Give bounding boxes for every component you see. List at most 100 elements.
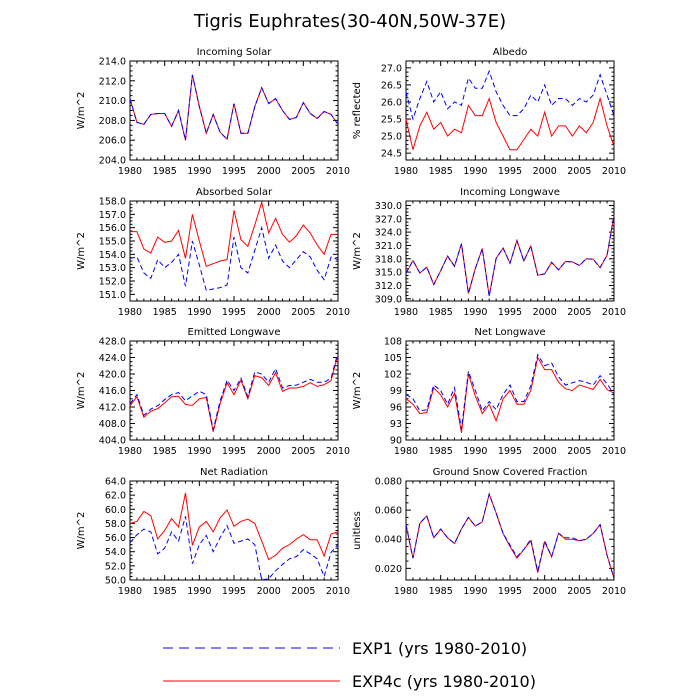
y-tick-label: 210.0 bbox=[99, 96, 126, 107]
y-tick-label: 26.0 bbox=[381, 97, 402, 108]
panel-ground-snow-covered-fraction: Ground Snow Covered Fraction unitless 0.02… bbox=[352, 467, 626, 597]
x-tick-label: 1980 bbox=[394, 446, 418, 457]
x-tick-label: 2010 bbox=[602, 446, 626, 457]
x-tick-label: 1980 bbox=[118, 166, 142, 177]
x-tick-label: 1995 bbox=[498, 307, 522, 318]
x-tick-label: 1995 bbox=[222, 166, 246, 177]
x-tick-label: 1985 bbox=[429, 586, 453, 597]
y-tick-label: 157.0 bbox=[99, 210, 126, 221]
y-tick-label: 26.5 bbox=[381, 80, 402, 91]
y-tick-label: 312.0 bbox=[375, 281, 402, 292]
y-tick-label: 214.0 bbox=[99, 57, 126, 68]
series-line-exp4c bbox=[129, 492, 339, 561]
series-line-exp4c bbox=[129, 354, 339, 432]
y-tick-label: 318.0 bbox=[375, 254, 402, 265]
panel-title: Ground Snow Covered Fraction bbox=[433, 467, 588, 478]
y-axis-label: W/m^2 bbox=[76, 512, 87, 550]
x-tick-label: 2005 bbox=[567, 307, 591, 318]
y-axis-label: W/m^2 bbox=[352, 372, 363, 410]
y-tick-label: 93 bbox=[390, 419, 402, 430]
y-tick-label: 416.0 bbox=[99, 386, 126, 397]
y-tick-label: 52.0 bbox=[105, 561, 126, 572]
y-tick-label: 60.0 bbox=[105, 505, 126, 516]
series-line-exp4c bbox=[405, 356, 615, 433]
x-tick-label: 1985 bbox=[429, 446, 453, 457]
x-tick-label: 2005 bbox=[567, 586, 591, 597]
y-axis-label: unitless bbox=[352, 511, 363, 550]
x-tick-label: 2010 bbox=[326, 446, 350, 457]
y-tick-label: 408.0 bbox=[99, 419, 126, 430]
plot-frame bbox=[129, 60, 339, 161]
x-tick-label: 1980 bbox=[394, 586, 418, 597]
panel-net-longwave: Net Longwave W/m^2 90 93 96 99 102 105 108 1980 19… bbox=[352, 327, 626, 457]
y-tick-label: 412.0 bbox=[99, 403, 126, 414]
y-tick-label: 158.0 bbox=[99, 197, 126, 208]
series-line-exp1 bbox=[405, 215, 615, 297]
x-tick-label: 2000 bbox=[533, 307, 557, 318]
y-tick-label: 102 bbox=[384, 370, 402, 381]
plot-frame bbox=[129, 200, 339, 302]
y-tick-label: 56.0 bbox=[105, 533, 126, 544]
y-tick-label: 108 bbox=[384, 337, 402, 348]
x-tick-label: 2005 bbox=[291, 166, 315, 177]
x-tick-label: 2000 bbox=[533, 446, 557, 457]
x-tick-label: 1995 bbox=[222, 586, 246, 597]
panel-title: Albedo bbox=[493, 47, 528, 58]
x-tick-label: 1995 bbox=[222, 307, 246, 318]
x-tick-label: 1995 bbox=[498, 586, 522, 597]
y-tick-label: 152.0 bbox=[99, 277, 126, 288]
x-tick-label: 2005 bbox=[291, 307, 315, 318]
y-tick-label: 96 bbox=[390, 403, 402, 414]
x-tick-label: 1995 bbox=[498, 446, 522, 457]
panel-incoming-longwave: Incoming Longwave W/m^2 309.0 312.0 315.0 318… bbox=[352, 187, 626, 318]
panel-albedo: Albedo % reflected 24.5 25.0 25.5 26.0 26.5 27.… bbox=[352, 47, 626, 177]
y-tick-label: 27.0 bbox=[381, 63, 402, 74]
y-tick-label: 321.0 bbox=[375, 241, 402, 252]
y-tick-label: 206.0 bbox=[99, 136, 126, 147]
figure-title: Tigris Euphrates(30-40N,50W-37E) bbox=[193, 11, 506, 32]
panel-title: Incoming Longwave bbox=[460, 187, 560, 198]
x-tick-label: 2000 bbox=[533, 586, 557, 597]
plot-frame bbox=[405, 480, 615, 581]
y-tick-label: 0.080 bbox=[375, 477, 402, 488]
y-axis-label: % reflected bbox=[352, 82, 363, 139]
series-line-exp1 bbox=[129, 516, 339, 581]
x-tick-label: 2010 bbox=[326, 166, 350, 177]
x-tick-label: 1980 bbox=[118, 446, 142, 457]
x-tick-label: 1985 bbox=[153, 586, 177, 597]
y-tick-label: 105 bbox=[384, 353, 402, 364]
x-tick-label: 2000 bbox=[257, 307, 281, 318]
x-tick-label: 2010 bbox=[326, 586, 350, 597]
series-line-exp1 bbox=[405, 492, 615, 579]
panel-title: Net Longwave bbox=[474, 327, 545, 338]
x-tick-label: 2005 bbox=[291, 446, 315, 457]
y-tick-label: 151.0 bbox=[99, 290, 126, 301]
x-tick-label: 1980 bbox=[118, 307, 142, 318]
series-line-exp4c bbox=[130, 200, 338, 267]
x-tick-label: 1990 bbox=[463, 586, 487, 597]
y-tick-label: 208.0 bbox=[99, 116, 126, 127]
series-line-exp4c bbox=[405, 492, 615, 579]
x-tick-label: 1985 bbox=[429, 166, 453, 177]
series-line-exp4c bbox=[405, 215, 615, 297]
series-line-exp1 bbox=[405, 69, 615, 121]
x-tick-label: 1980 bbox=[394, 307, 418, 318]
x-tick-label: 2000 bbox=[257, 586, 281, 597]
y-axis-label: W/m^2 bbox=[76, 92, 87, 130]
series-line-exp1 bbox=[129, 352, 339, 430]
x-tick-label: 2005 bbox=[567, 446, 591, 457]
y-tick-label: 50.0 bbox=[105, 576, 126, 587]
x-tick-label: 1990 bbox=[187, 446, 211, 457]
y-tick-label: 327.0 bbox=[375, 214, 402, 225]
panel-title: Emitted Longwave bbox=[188, 327, 281, 338]
y-tick-label: 330.0 bbox=[375, 201, 402, 212]
series-line-exp4c bbox=[405, 96, 615, 151]
y-tick-label: 324.0 bbox=[375, 228, 402, 239]
panel-incoming-solar: Incoming Solar W/m^2 204.0 206.0 208.0 210.0 2… bbox=[76, 47, 350, 177]
y-tick-label: 0.040 bbox=[375, 535, 402, 546]
x-tick-label: 1985 bbox=[153, 166, 177, 177]
x-tick-label: 1990 bbox=[187, 166, 211, 177]
x-tick-label: 2000 bbox=[533, 166, 557, 177]
y-axis-label: W/m^2 bbox=[76, 232, 87, 270]
